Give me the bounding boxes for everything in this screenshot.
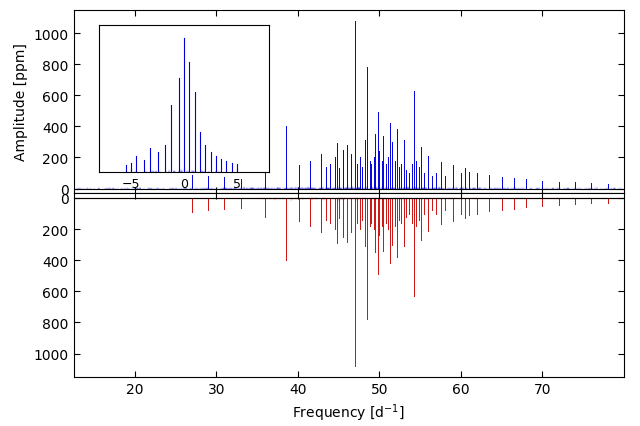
Y-axis label: Amplitude [ppm]: Amplitude [ppm]	[14, 43, 28, 161]
X-axis label: Frequency [d$^{-1}$]: Frequency [d$^{-1}$]	[292, 401, 405, 423]
